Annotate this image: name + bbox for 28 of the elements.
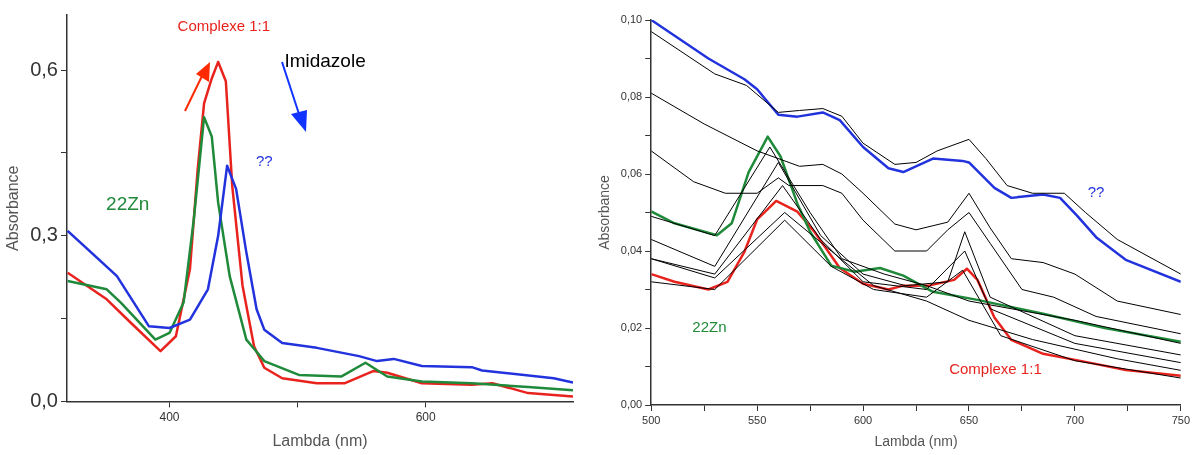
- x-tick-label: 700: [1065, 413, 1085, 426]
- series-label: ??: [256, 151, 273, 169]
- y-tick-label: 0,00: [620, 398, 643, 411]
- y-tick-label: 0,02: [620, 321, 643, 334]
- y-tick-label: 0,04: [620, 244, 643, 257]
- y-tick-label: 0,06: [620, 167, 643, 180]
- x-tick-label: 500: [642, 413, 661, 426]
- y-tick-label: 0,0: [30, 388, 58, 411]
- y-tick-label: 0,6: [30, 57, 58, 80]
- x-axis-title: Lambda (nm): [272, 431, 368, 449]
- y-tick-label: 0,3: [30, 223, 58, 246]
- y-axis-title: Absorbance: [4, 165, 22, 251]
- series-label: Complexe 1:1: [949, 360, 1042, 378]
- x-tick-label: 650: [959, 413, 979, 426]
- y-tick-label: 0,08: [620, 90, 643, 103]
- text: 22Zn: [692, 318, 727, 336]
- x-tick-label: 600: [853, 413, 873, 426]
- x-tick-label: 400: [159, 409, 180, 424]
- text: 22Zn: [106, 192, 150, 214]
- x-tick-label: 750: [1171, 413, 1190, 426]
- series-label: ??: [1087, 183, 1105, 201]
- y-tick-label: 0,10: [620, 13, 643, 26]
- y-axis-title: Absorbance: [596, 174, 613, 250]
- x-axis-title: Lambda (nm): [874, 433, 958, 450]
- x-tick-label: 550: [747, 413, 767, 426]
- x-tick-label: 600: [415, 409, 437, 424]
- text: Complexe 1:1: [177, 16, 271, 34]
- annotation: Imidazole: [284, 49, 366, 71]
